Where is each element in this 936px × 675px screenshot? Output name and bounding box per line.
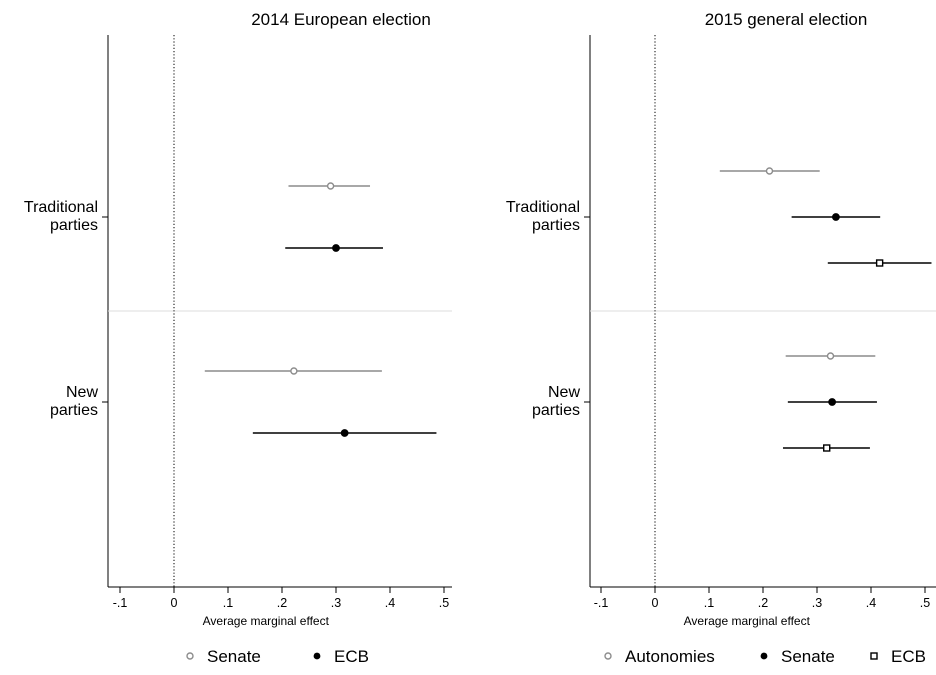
legend-marker [313, 652, 321, 660]
category-label: Traditional parties [506, 199, 580, 234]
x-tick-label: -.1 [594, 596, 609, 610]
category-label-line: Traditional [506, 199, 580, 216]
x-tick-label: .2 [277, 596, 287, 610]
point-estimate-marker [332, 244, 340, 252]
x-tick-label: .1 [704, 596, 714, 610]
legend-label: Senate [781, 647, 835, 666]
legend-marker [186, 652, 194, 660]
x-tick-label: 0 [171, 596, 178, 610]
category-label: New parties [532, 384, 580, 419]
category-label: Traditional parties [24, 199, 98, 234]
legend: Autonomies Senate ECB [604, 647, 926, 666]
x-axis-label: Average marginal effect [684, 614, 811, 628]
point-estimate-marker [826, 352, 835, 360]
x-tick-label: 0 [652, 596, 659, 610]
category-label-line: parties [50, 217, 98, 234]
x-tick-label: .4 [385, 596, 395, 610]
category-label: New parties [50, 384, 98, 419]
chart-title: 2015 general election [705, 10, 868, 29]
legend-marker [760, 652, 768, 660]
category-label-line: parties [532, 402, 580, 419]
category-label-line: parties [532, 217, 580, 234]
x-tick-label: .2 [758, 596, 768, 610]
point-estimate-marker [875, 259, 884, 267]
x-tick-label: .5 [920, 596, 930, 610]
category-label-line: New [548, 384, 580, 401]
point-estimate-marker [340, 429, 349, 437]
point-estimate-marker [326, 182, 335, 190]
point-estimate-marker [765, 167, 774, 175]
x-tick-label: .1 [223, 596, 233, 610]
chart-title: 2014 European election [251, 10, 431, 29]
legend-label: ECB [334, 647, 369, 666]
legend-marker [870, 652, 878, 660]
point-estimate-marker [828, 398, 837, 406]
legend-marker [604, 652, 612, 660]
x-tick-label: .3 [331, 596, 341, 610]
x-tick-label: .3 [812, 596, 822, 610]
x-tick-label: .4 [866, 596, 876, 610]
x-tick-label: .5 [439, 596, 449, 610]
point-estimate-marker [823, 444, 831, 452]
legend-label: Autonomies [625, 647, 715, 666]
x-tick-label: -.1 [113, 596, 128, 610]
category-label-line: parties [50, 402, 98, 419]
category-label-line: Traditional [24, 199, 98, 216]
category-label-line: New [66, 384, 98, 401]
legend: Senate ECB [186, 647, 369, 666]
legend-label: Senate [207, 647, 261, 666]
point-estimate-marker [290, 367, 298, 375]
x-axis-label: Average marginal effect [203, 614, 330, 628]
point-estimate-marker [832, 213, 840, 221]
legend-label: ECB [891, 647, 926, 666]
